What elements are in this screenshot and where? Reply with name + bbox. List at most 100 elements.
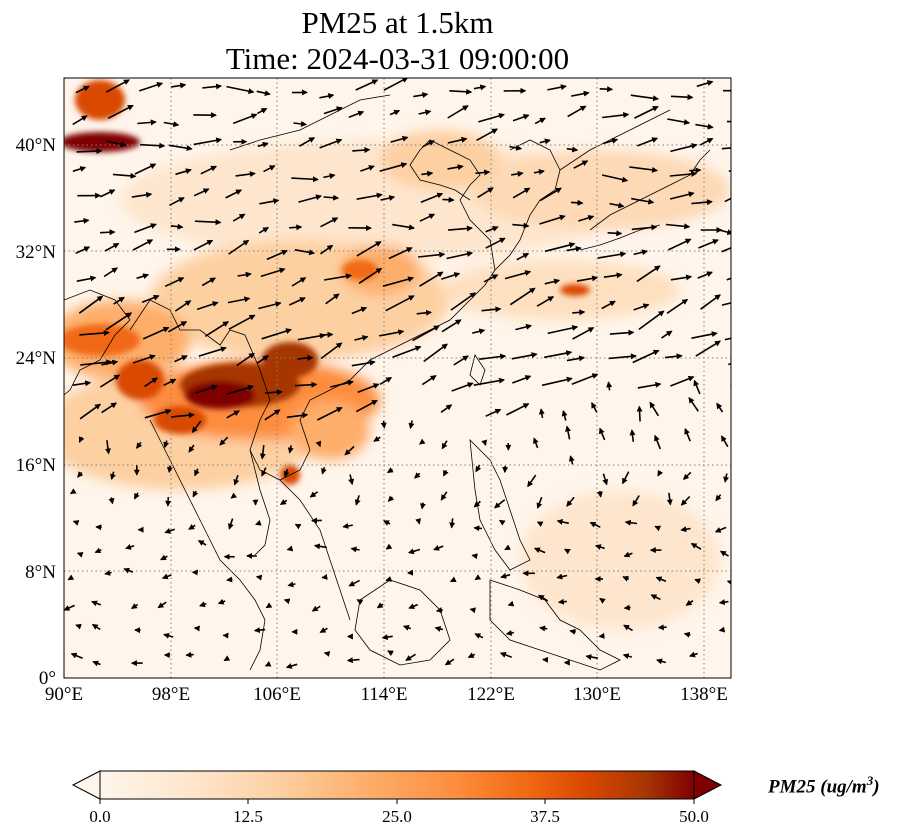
wind-arrow: [288, 297, 306, 306]
wind-arrow: [609, 329, 635, 336]
wind-arrow: [197, 540, 207, 546]
wind-arrow: [188, 523, 196, 530]
wind-arrow: [321, 574, 328, 580]
wind-arrow: [670, 274, 693, 281]
wind-arrow: [512, 222, 530, 229]
wind-arrow: [507, 600, 515, 607]
map-title: PM25 at 1.5km: [301, 5, 494, 40]
wind-arrow: [539, 214, 566, 225]
wind-arrow: [564, 548, 571, 555]
wind-arrow: [164, 277, 185, 288]
wind-arrow: [609, 202, 625, 209]
wind-arrow: [477, 187, 494, 199]
wind-arrow: [421, 170, 434, 177]
wind-arrow: [547, 325, 579, 335]
wind-arrow: [724, 337, 731, 341]
wind-arrow: [348, 474, 355, 486]
wind-arrow: [532, 437, 539, 449]
wind-arrow: [474, 633, 484, 639]
wind-arrow: [286, 545, 294, 552]
wind-arrow: [226, 384, 254, 395]
colorbar-tick-label: 37.5: [530, 807, 560, 826]
wind-arrow: [283, 598, 291, 605]
wind-arrow: [603, 137, 619, 145]
wind-arrow: [419, 213, 436, 222]
wind-arrow: [144, 408, 172, 419]
wind-arrow: [91, 600, 102, 607]
wind-arrow: [473, 84, 487, 91]
wind-arrow: [320, 217, 339, 228]
wind-arrow: [539, 138, 551, 145]
map-timestamp: Time: 2024-03-31 09:00:00: [225, 41, 570, 76]
wind-arrow: [423, 343, 448, 363]
wind-arrow: [163, 121, 180, 128]
lat-tick-label: 32°N: [16, 242, 57, 263]
wind-arrow: [72, 115, 88, 126]
wind-arrow: [444, 658, 455, 666]
wind-arrow: [132, 354, 156, 364]
wind-arrow: [360, 165, 375, 172]
wind-arrow: [442, 196, 455, 203]
wind-arrow: [188, 444, 195, 453]
wind-arrow: [286, 412, 309, 419]
wind-arrow: [716, 402, 724, 413]
wind-arrow: [720, 435, 729, 448]
wind-arrow: [380, 420, 387, 429]
wind-arrow: [670, 143, 698, 153]
wind-arrow: [76, 552, 84, 558]
wind-arrow: [198, 346, 227, 357]
wind-arrow: [602, 112, 630, 119]
lat-tick-label: 24°N: [16, 348, 57, 369]
wind-arrow: [680, 495, 691, 506]
wind-arrow: [78, 295, 104, 314]
wind-arrow: [566, 496, 575, 507]
wind-arrow: [75, 85, 90, 94]
wind-arrow: [416, 309, 432, 316]
wind-arrow: [140, 142, 166, 149]
wind-arrow: [232, 213, 246, 222]
wind-arrow: [101, 359, 119, 366]
wind-arrow: [106, 140, 127, 148]
wind-arrow: [379, 376, 393, 385]
wind-arrow: [171, 412, 195, 419]
wind-arrow: [696, 80, 714, 88]
wind-arrow: [255, 574, 263, 581]
wind-arrow: [448, 225, 473, 232]
wind-arrow: [415, 518, 422, 525]
wind-arrow: [694, 578, 701, 585]
wind-arrow: [608, 353, 637, 360]
wind-arrow: [194, 468, 200, 477]
wind-arrow: [236, 352, 256, 367]
wind-arrow: [196, 301, 219, 311]
wind-arrow: [258, 226, 269, 234]
wind-arrow: [719, 550, 729, 557]
wind-arrow: [691, 199, 713, 206]
wind-arrow: [728, 362, 731, 366]
wind-arrow: [512, 114, 530, 122]
wind-arrow: [623, 604, 631, 611]
wind-arrow: [169, 197, 185, 207]
wind-arrow: [724, 197, 731, 203]
wind-arrow: [387, 495, 395, 502]
wind-arrow: [255, 519, 262, 526]
wind-arrow: [321, 466, 327, 475]
lon-axis: 90°E 98°E 106°E 114°E 122°E 130°E 138°E: [45, 684, 728, 705]
wind-arrow: [479, 353, 507, 360]
wind-arrow: [666, 298, 689, 314]
wind-arrow: [721, 147, 731, 150]
wind-arrow: [451, 382, 474, 392]
wind-arrow: [233, 474, 240, 486]
wind-arrow: [485, 225, 499, 233]
wind-arrow: [511, 352, 538, 360]
wind-arrow: [378, 329, 405, 337]
wind-arrow: [141, 294, 160, 304]
colorbar-label-close: ): [873, 776, 880, 798]
wind-arrow: [527, 474, 537, 488]
wind-arrow: [356, 192, 383, 200]
wind-arrow: [323, 173, 336, 180]
wind-arrow: [533, 168, 545, 175]
wind-arrow: [291, 277, 307, 287]
wind-arrow: [500, 572, 511, 579]
wind-arrow: [721, 300, 731, 306]
wind-arrow: [193, 137, 223, 146]
